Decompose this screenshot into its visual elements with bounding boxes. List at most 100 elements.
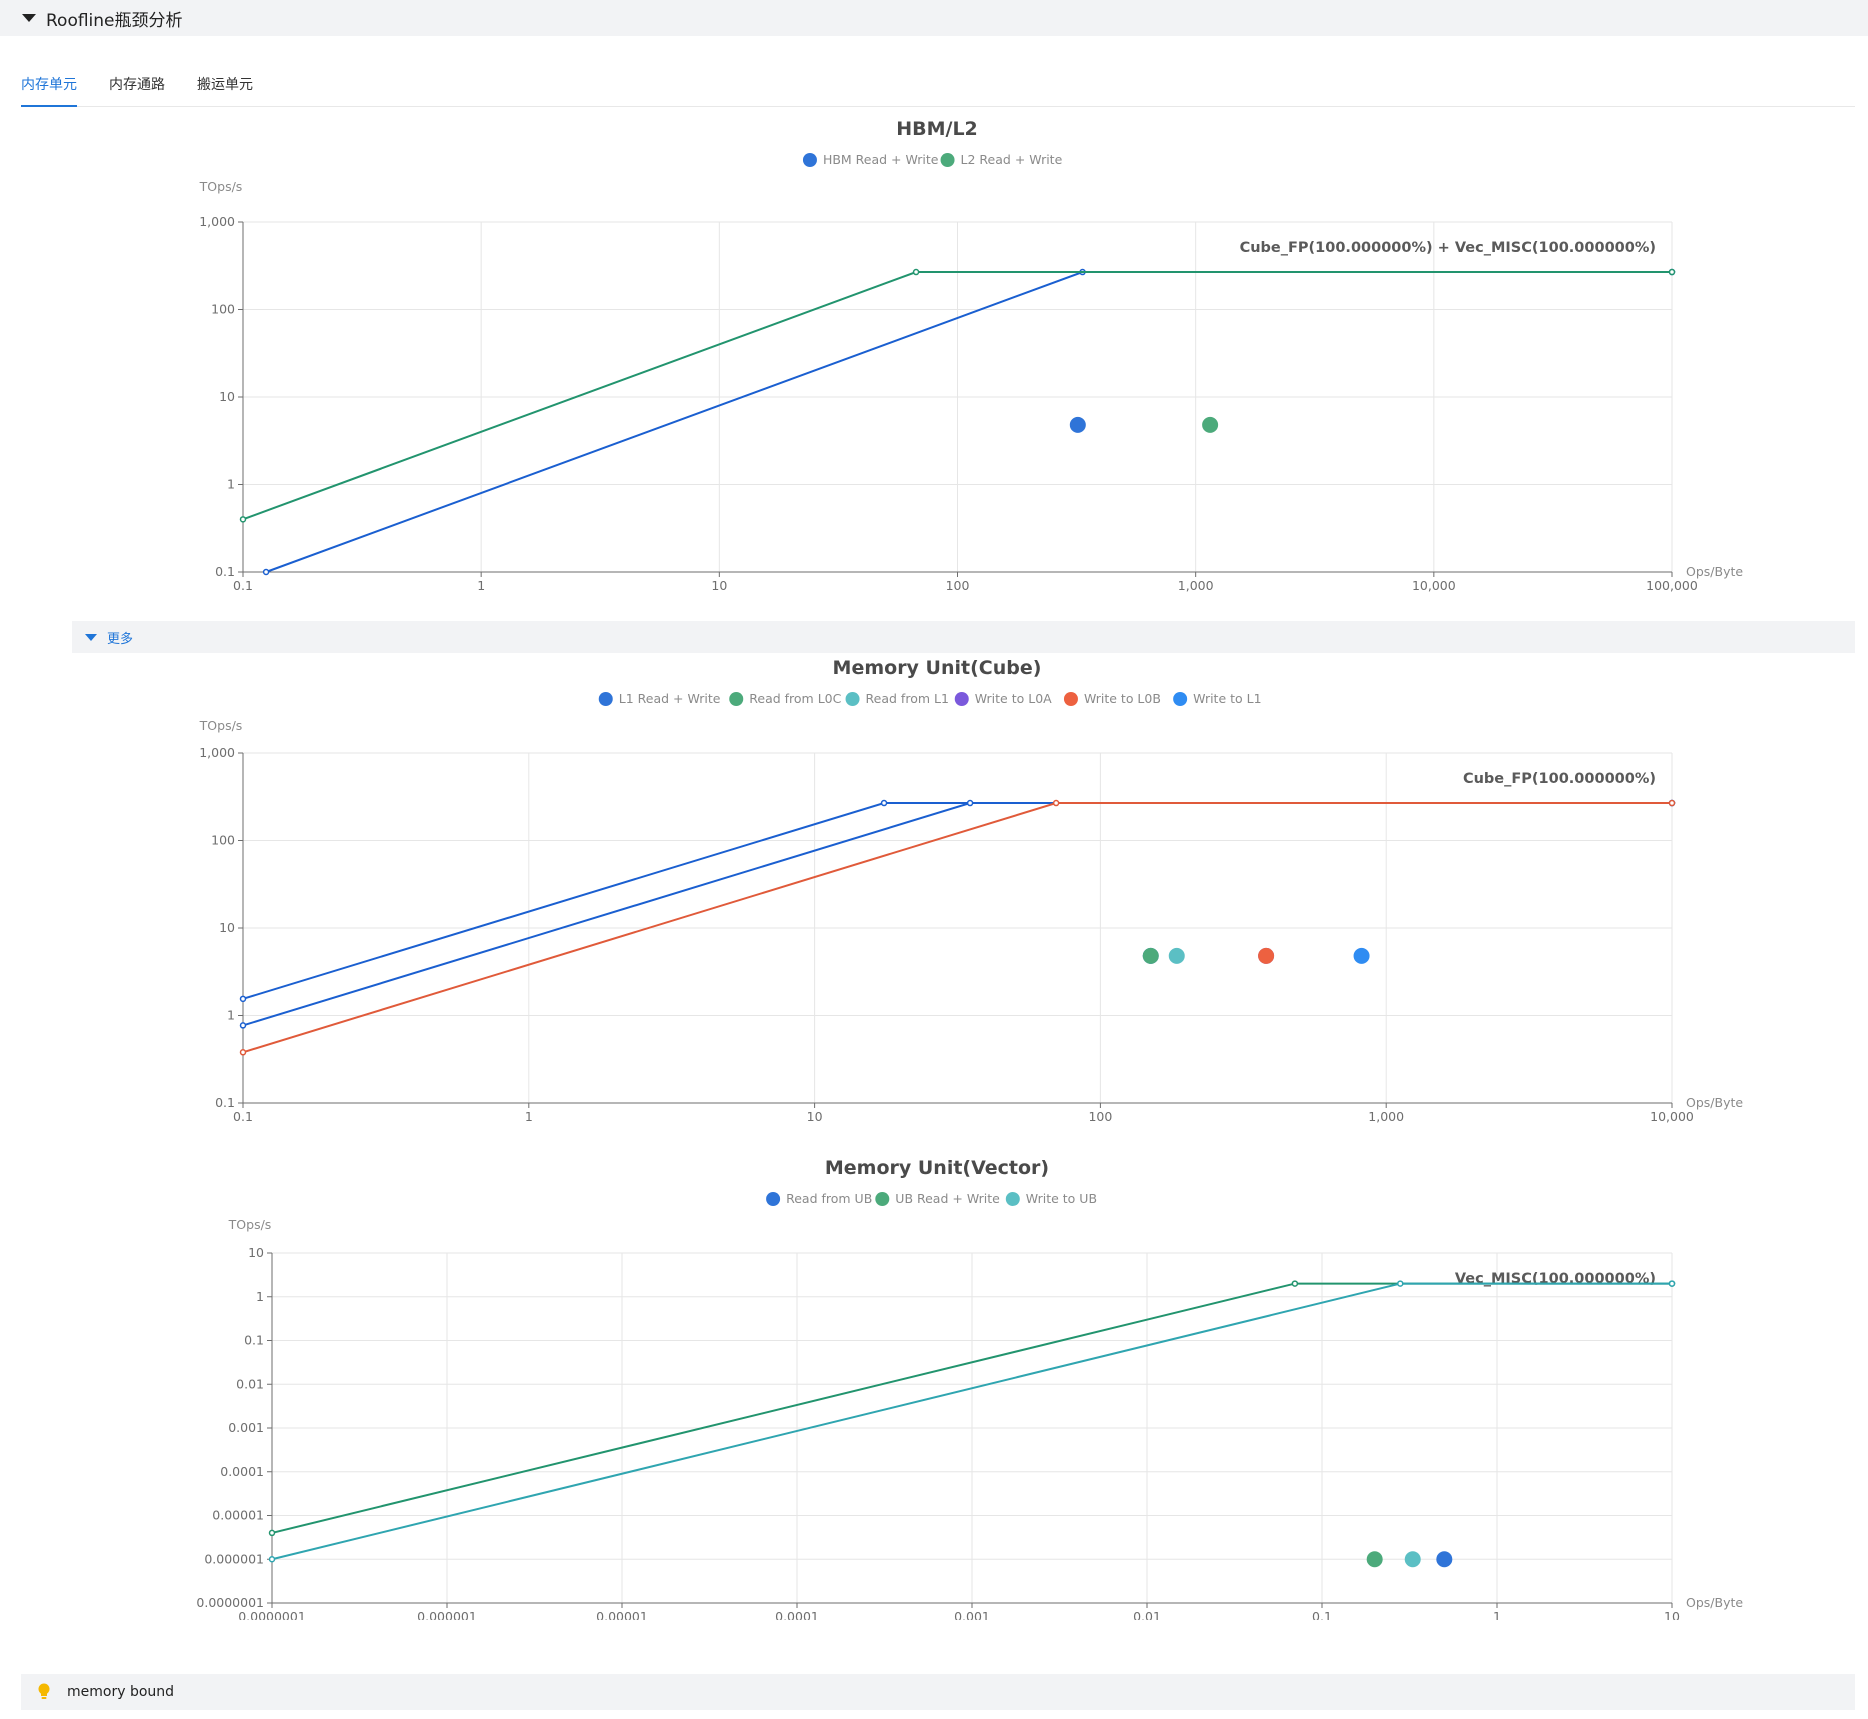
y-tick-label: 0.001 — [228, 1420, 264, 1435]
y-tick-label: 0.0001 — [220, 1464, 264, 1479]
more-label[interactable]: 更多 — [107, 631, 134, 647]
y-axis-name: TOps/s — [199, 179, 243, 194]
x-tick-label: 100,000 — [1646, 578, 1698, 593]
x-tick-label: 100 — [1088, 1109, 1112, 1124]
roof-line-vertex — [268, 1556, 276, 1563]
roofline-chart-memory-unit-vector: Memory Unit(Vector) Read from UB UB Read +… — [196, 1157, 1743, 1620]
x-axis-name: Ops/Byte — [1686, 564, 1743, 579]
y-tick-label: 10 — [219, 920, 235, 935]
y-tick-label: 0.00001 — [212, 1508, 264, 1523]
bound-status-text: memory bound — [67, 1684, 175, 1700]
y-tick-label: 0.0000001 — [196, 1595, 264, 1610]
x-tick-label: 1 — [477, 578, 485, 593]
data-point-read-from-l1 — [1168, 947, 1185, 964]
legend-marker-write-to-l1 — [1173, 692, 1188, 706]
x-tick-label: 10,000 — [1412, 578, 1456, 593]
roof-line-vertex — [262, 568, 270, 576]
y-tick-label: 0.000001 — [204, 1551, 264, 1566]
y-tick-label: 0.1 — [215, 564, 235, 579]
legend-label-l1-read-write: L1 Read + Write — [619, 691, 721, 706]
expand-caret-icon[interactable] — [85, 633, 97, 641]
data-point-read-from-ub — [1436, 1551, 1453, 1568]
legend-label-hbm-read-write: HBM Read + Write — [823, 152, 939, 167]
section-title: Roofline瓶颈分析 — [46, 10, 183, 31]
y-tick-label: 0.1 — [244, 1333, 264, 1348]
x-tick-label: 10 — [807, 1109, 823, 1124]
roof-line-2 — [242, 802, 1672, 1027]
legend-marker-read-from-ub — [766, 1192, 781, 1206]
x-tick-label: 10,000 — [1650, 1109, 1694, 1124]
y-tick-label: 10 — [219, 389, 235, 404]
data-point-hbm-read-write — [1069, 416, 1086, 433]
legend-label-ub-read-write: UB Read + Write — [895, 1191, 1000, 1206]
x-axis-name: Ops/Byte — [1686, 1595, 1743, 1610]
x-tick-label: 0.0001 — [775, 1609, 819, 1620]
x-tick-label: 1 — [525, 1109, 533, 1124]
tab-memory-path[interactable]: 内存通路 — [109, 77, 165, 93]
roof-line-vertex — [1668, 799, 1676, 807]
roof-label: Cube_FP(100.000000%) + Vec_MISC(100.0000… — [1240, 240, 1656, 256]
legend-marker-ub-read-write — [875, 1192, 890, 1206]
x-tick-label: 0.0000001 — [238, 1609, 306, 1620]
y-tick-label: 1,000 — [199, 745, 235, 760]
legend-label-read-from-ub: Read from UB — [786, 1191, 872, 1206]
x-axis-name: Ops/Byte — [1686, 1095, 1743, 1110]
x-tick-label: 0.00001 — [596, 1609, 648, 1620]
roof-line-vertex — [1052, 799, 1060, 807]
x-tick-label: 0.000001 — [417, 1609, 477, 1620]
x-tick-label: 0.1 — [1312, 1609, 1332, 1620]
roof-line-vertex — [239, 516, 247, 523]
collapse-caret-icon[interactable] — [22, 14, 36, 22]
more-toggle-bar[interactable]: 更多 — [72, 621, 1855, 653]
tab-transfer-unit[interactable]: 搬运单元 — [197, 77, 253, 93]
legend-marker-write-to-l0b — [1063, 692, 1078, 706]
chart-title: Memory Unit(Cube) — [833, 657, 1042, 679]
chart-title: HBM/L2 — [896, 118, 978, 140]
roof-line-vertex — [1668, 1280, 1676, 1287]
data-point-l2-read-write — [1202, 416, 1219, 433]
x-tick-label: 0.1 — [233, 578, 253, 593]
y-tick-label: 10 — [248, 1245, 264, 1260]
roof-label: Cube_FP(100.000000%) — [1463, 771, 1656, 787]
legend-marker-hbm-read-write — [802, 153, 817, 167]
tab-memory-unit[interactable]: 内存单元 — [21, 62, 77, 107]
roof-line-vertex — [912, 268, 920, 276]
roof-line-1 — [265, 271, 1672, 573]
data-point-write-to-ub — [1404, 1551, 1421, 1568]
y-tick-label: 100 — [211, 302, 235, 317]
roof-line-vertex — [880, 799, 888, 807]
roofline-chart-memory-unit-cube: Memory Unit(Cube) L1 Read + Write Read fro… — [199, 657, 1744, 1124]
y-tick-label: 1 — [256, 1289, 264, 1304]
roof-line-vertex — [1291, 1280, 1299, 1287]
y-axis-name: TOps/s — [228, 1217, 272, 1232]
section-header[interactable]: Roofline瓶颈分析 — [0, 0, 1868, 36]
roof-line-vertex — [1397, 1280, 1404, 1287]
legend-marker-read-from-l1 — [845, 692, 860, 706]
x-tick-label: 0.01 — [1133, 1609, 1161, 1620]
chart-title: Memory Unit(Vector) — [825, 1157, 1049, 1179]
legend-label-read-from-l1: Read from L1 — [866, 691, 949, 706]
y-tick-label: 1,000 — [199, 214, 235, 229]
legend-marker-write-to-l0a — [954, 692, 969, 706]
x-tick-label: 0.001 — [954, 1609, 990, 1620]
x-tick-label: 1,000 — [1368, 1109, 1404, 1124]
roof-line-vertex — [239, 1049, 247, 1056]
y-tick-label: 0.01 — [236, 1376, 264, 1391]
roof-line-vertex — [1668, 268, 1676, 276]
data-point-write-to-l1 — [1353, 947, 1370, 964]
legend-label-write-to-l1: Write to L1 — [1193, 691, 1261, 706]
legend-marker-l1-read-write — [598, 692, 613, 706]
x-tick-label: 10 — [1664, 1609, 1680, 1620]
legend-label-write-to-l0b: Write to L0B — [1084, 691, 1161, 706]
roofline-chart-hbm-l2: HBM/L2 HBM Read + Write L2 Read + Write TOp… — [199, 118, 1744, 593]
roof-label: Vec_MISC(100.000000%) — [1455, 1271, 1656, 1287]
x-tick-label: 1 — [1493, 1609, 1501, 1620]
x-tick-label: 10 — [711, 578, 727, 593]
data-point-write-to-l0b — [1258, 947, 1275, 964]
legend-label-write-to-l0a: Write to L0A — [975, 691, 1052, 706]
lightbulb-icon — [38, 1683, 50, 1699]
roof-line-vertex — [268, 1529, 276, 1537]
x-tick-label: 0.1 — [233, 1109, 253, 1124]
y-axis-name: TOps/s — [199, 718, 243, 733]
legend-marker-read-from-l0c — [729, 692, 744, 706]
